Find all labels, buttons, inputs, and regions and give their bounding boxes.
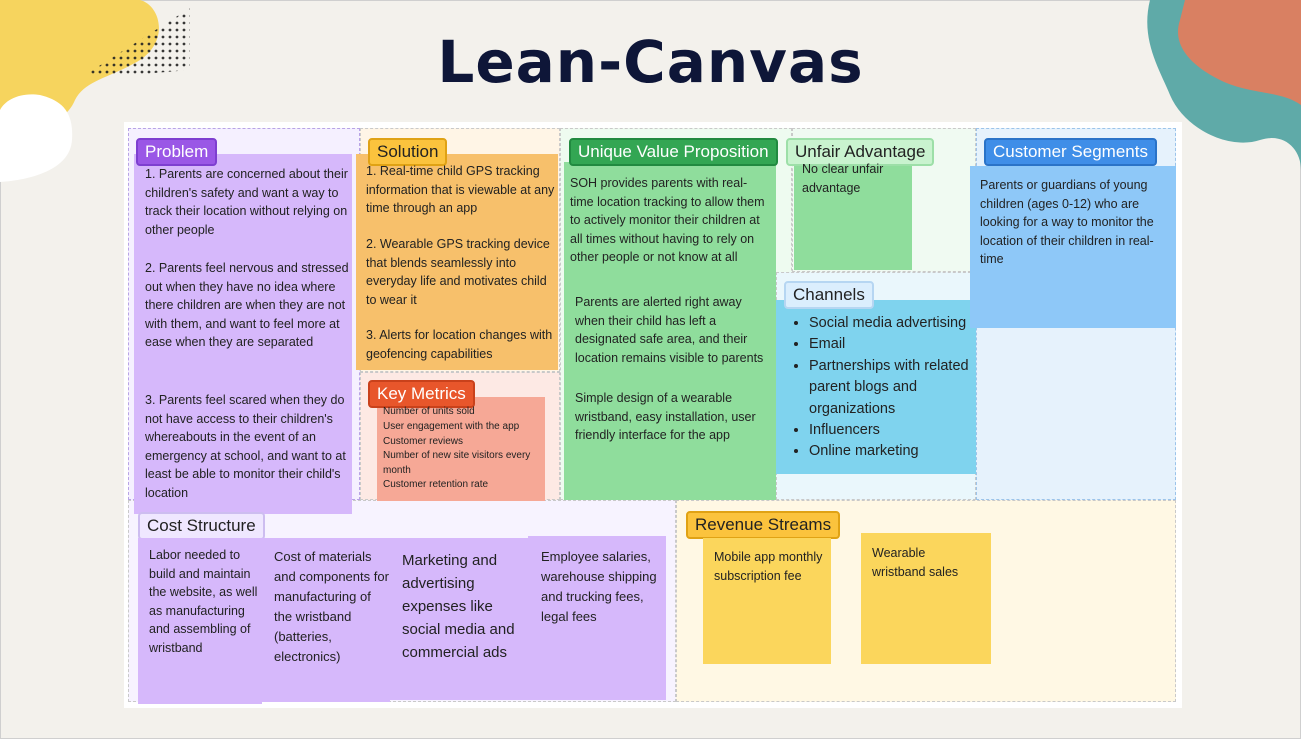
key-metrics-item-4: Number of new site visitors every month — [383, 450, 531, 476]
uvp-label: Unique Value Proposition — [569, 138, 778, 166]
decorative-blob-top-right — [1147, 0, 1301, 170]
cost-sticky-note-1 — [138, 538, 262, 704]
key-metrics-item-1: Number of units sold — [383, 406, 475, 417]
solution-note-3: 3. Alerts for location changes with geof… — [366, 328, 553, 361]
uvp-note-2: Parents are alerted right away when thei… — [575, 295, 764, 365]
uvp-note-1: SOH provides parents with real-time loca… — [570, 176, 765, 264]
cost-note-4: Employee salaries, warehouse shipping an… — [541, 549, 657, 624]
uvp-note-3: Simple design of a wearable wristband, e… — [575, 391, 756, 442]
channels-item: Email — [809, 334, 977, 355]
problem-note-2: 2. Parents feel nervous and stressed out… — [145, 261, 349, 349]
channels-item: Partnerships with related parent blogs a… — [809, 356, 977, 420]
page-title: Lean-Canvas — [437, 28, 864, 96]
cost-sticky-note-4 — [528, 536, 666, 700]
unfair-advantage-note: No clear unfair advantage — [802, 162, 884, 195]
decorative-blob-top-left — [0, 0, 190, 182]
solution-note-2: 2. Wearable GPS tracking device that ble… — [366, 237, 550, 307]
unfair-advantage-sticky-note — [794, 162, 912, 270]
key-metrics-item-5: Customer retention rate — [383, 479, 489, 490]
solution-label: Solution — [368, 138, 448, 166]
problem-label: Problem — [136, 138, 218, 166]
channels-item: Influencers — [809, 420, 977, 441]
revenue-note-2: Wearable wristband sales — [872, 546, 959, 579]
revenue-sticky-note-1 — [703, 538, 831, 664]
uvp-sticky-note — [564, 162, 776, 500]
channels-label: Channels — [784, 281, 874, 309]
key-metrics-sticky-note — [377, 397, 545, 501]
revenue-sticky-note-2 — [861, 533, 991, 664]
key-metrics-item-3: Customer reviews — [383, 436, 464, 447]
problem-sticky-note — [134, 154, 352, 514]
cost-sticky-note-2 — [262, 538, 390, 702]
customer-segments-label: Customer Segments — [984, 138, 1157, 166]
cost-note-2: Cost of materials and components for man… — [274, 549, 389, 664]
cost-note-1: Labor needed to build and maintain the w… — [149, 548, 258, 655]
revenue-note-1: Mobile app monthly subscription fee — [714, 550, 823, 583]
customer-segments-note: Parents or guardians of young children (… — [980, 178, 1154, 266]
revenue-streams-label: Revenue Streams — [686, 511, 841, 539]
problem-note-3: 3. Parents feel scared when they do not … — [145, 393, 346, 500]
cost-structure-label: Cost Structure — [138, 512, 265, 540]
cost-sticky-note-3 — [388, 538, 528, 700]
solution-note-1: 1. Real-time child GPS tracking informat… — [366, 164, 555, 215]
channels-item: Social media advertising — [809, 313, 977, 334]
solution-sticky-note — [356, 154, 558, 370]
channels-list: Social media advertising Email Partnersh… — [793, 313, 977, 463]
key-metrics-label: Key Metrics — [368, 380, 475, 408]
unfair-advantage-label: Unfair Advantage — [786, 138, 935, 166]
customer-segments-sticky-note — [970, 166, 1176, 328]
channels-sticky-note — [776, 300, 976, 474]
cost-note-3: Marketing and advertising expenses like … — [402, 552, 515, 661]
key-metrics-item-2: User engagement with the app — [383, 421, 520, 432]
problem-note-1: 1. Parents are concerned about their chi… — [145, 167, 348, 237]
channels-item: Online marketing — [809, 441, 977, 462]
